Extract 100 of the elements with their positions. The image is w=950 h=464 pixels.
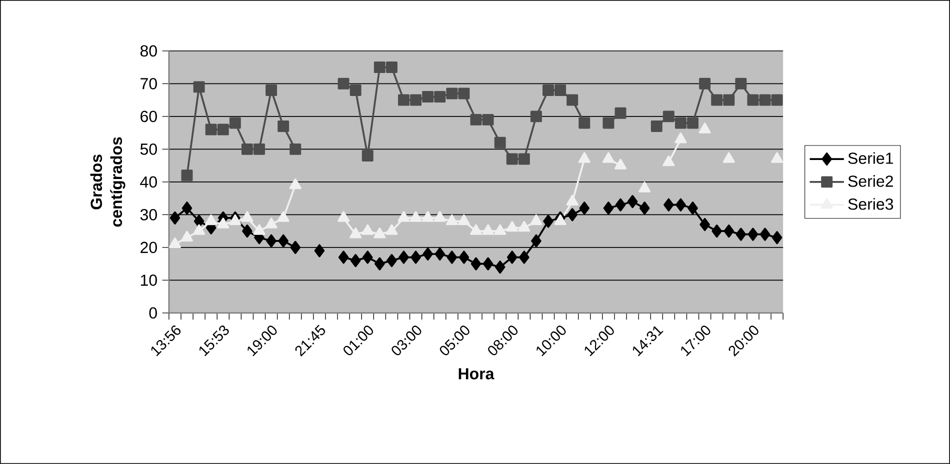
point [627, 195, 638, 208]
point [723, 94, 735, 106]
point [410, 250, 421, 264]
y-tick-label: 70 [140, 78, 157, 90]
point [374, 228, 386, 238]
y-tick-label: 60 [140, 110, 157, 122]
point [470, 114, 482, 126]
point [662, 110, 674, 122]
point [458, 250, 470, 264]
point [494, 260, 506, 274]
point [458, 214, 470, 226]
point [266, 234, 276, 248]
point [265, 218, 278, 228]
point [699, 78, 711, 90]
point [170, 211, 180, 225]
y-tick-label: 20 [140, 242, 157, 254]
point [567, 208, 578, 222]
point [518, 153, 530, 165]
point [722, 152, 735, 163]
point [278, 234, 288, 248]
legend-label: Serie1 [848, 152, 893, 164]
point [193, 81, 205, 93]
point [350, 254, 361, 268]
point [289, 178, 302, 190]
point [205, 124, 217, 136]
point [615, 198, 626, 212]
point [422, 211, 434, 222]
point [253, 224, 266, 235]
y-tick-label: 40 [140, 176, 157, 188]
point [676, 198, 686, 212]
x-axis-title: Hora [458, 368, 494, 380]
point [254, 143, 265, 155]
point [266, 84, 278, 96]
point [736, 228, 746, 241]
point [338, 211, 350, 222]
point [747, 94, 759, 106]
y-tick-label: 50 [140, 144, 157, 155]
y-tick-label: 80 [140, 45, 157, 57]
point [422, 91, 434, 103]
point [674, 117, 686, 129]
point [494, 136, 506, 148]
legend-label: Serie3 [848, 198, 894, 210]
point [530, 214, 542, 226]
point [168, 237, 181, 248]
point [531, 234, 542, 248]
point [554, 214, 566, 226]
point [735, 78, 747, 90]
point [578, 152, 590, 163]
point [242, 224, 252, 238]
point [700, 218, 710, 232]
y-tick-label: 0 [149, 307, 157, 319]
point [771, 94, 783, 106]
point [674, 132, 687, 144]
point [639, 202, 650, 215]
point [518, 221, 530, 232]
point [290, 143, 302, 155]
point [712, 224, 722, 238]
point [217, 124, 229, 136]
point [711, 94, 723, 106]
point [446, 88, 458, 100]
point [650, 120, 662, 132]
point [434, 211, 446, 222]
point [530, 110, 542, 122]
point [241, 211, 254, 222]
point [350, 84, 362, 96]
point [362, 224, 374, 235]
point [554, 84, 566, 96]
point [338, 250, 349, 264]
point [434, 91, 446, 103]
point [771, 152, 784, 163]
point [350, 228, 362, 238]
point [519, 250, 530, 264]
point [229, 214, 242, 226]
point [482, 257, 494, 270]
point [603, 202, 614, 215]
point [470, 257, 482, 270]
point [543, 214, 554, 228]
point [398, 211, 410, 222]
point [217, 218, 230, 228]
point [578, 117, 590, 129]
point [193, 224, 206, 235]
point [229, 117, 241, 129]
point [602, 117, 614, 129]
point [542, 84, 554, 96]
point [638, 182, 651, 192]
point [386, 224, 398, 235]
y-tick-label: 10 [140, 274, 157, 286]
point [362, 150, 374, 162]
point [724, 224, 734, 238]
point [410, 94, 422, 106]
point [759, 94, 771, 106]
point [410, 211, 422, 222]
point [566, 94, 578, 106]
point [194, 214, 204, 228]
point [602, 152, 614, 163]
point [470, 224, 482, 235]
point [458, 88, 470, 100]
point [579, 202, 590, 215]
point [241, 143, 253, 155]
point [772, 231, 782, 244]
